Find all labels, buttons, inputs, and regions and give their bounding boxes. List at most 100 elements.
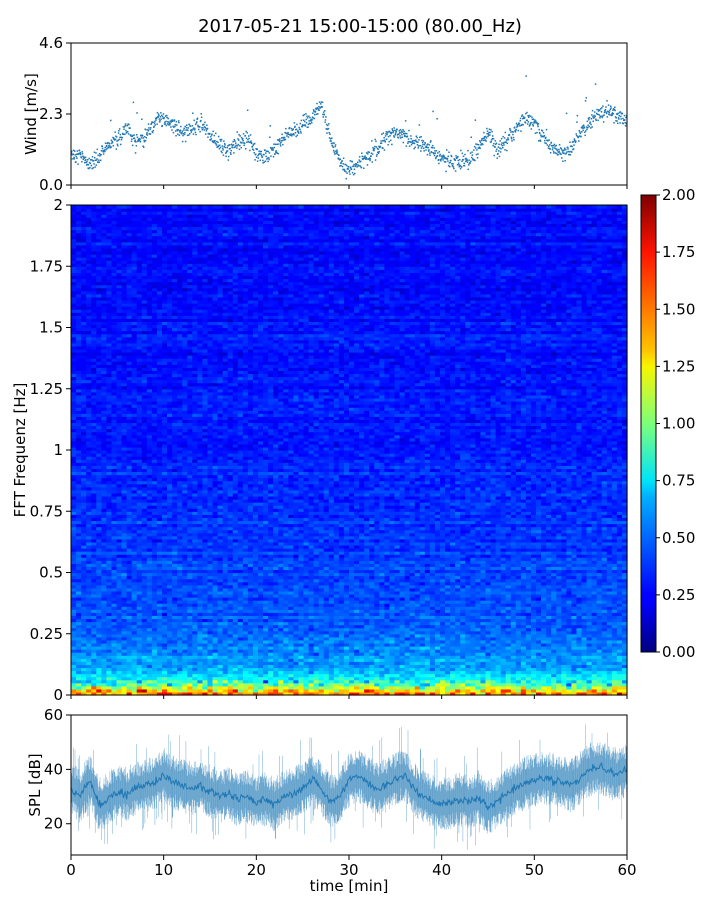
wind-point bbox=[160, 118, 162, 120]
wind-point bbox=[73, 157, 75, 159]
wind-point bbox=[616, 117, 618, 119]
wind-point bbox=[195, 124, 197, 126]
wind-point bbox=[581, 131, 583, 133]
wind-point bbox=[345, 171, 347, 173]
wind-point bbox=[80, 154, 82, 156]
wind-point bbox=[241, 147, 243, 149]
wind-point bbox=[227, 150, 229, 152]
wind-point bbox=[509, 128, 511, 129]
wind-point bbox=[497, 157, 499, 159]
wind-point bbox=[462, 159, 464, 161]
wind-point bbox=[374, 139, 376, 141]
wind-point bbox=[580, 133, 582, 135]
wind-point bbox=[476, 149, 478, 151]
wind-point bbox=[328, 128, 330, 129]
wind-point bbox=[453, 166, 455, 168]
wind-point bbox=[189, 124, 191, 126]
wind-point bbox=[127, 125, 129, 127]
wind-point bbox=[179, 135, 181, 137]
wind-point bbox=[491, 131, 493, 133]
wind-point bbox=[178, 122, 180, 124]
wind-point bbox=[288, 136, 290, 138]
wind-point bbox=[196, 121, 198, 123]
wind-point bbox=[141, 119, 143, 121]
wind-point bbox=[324, 121, 326, 123]
wind-point bbox=[120, 144, 122, 146]
wind-point bbox=[360, 165, 362, 167]
wind-point bbox=[579, 131, 581, 133]
wind-point bbox=[244, 143, 246, 145]
wind-point bbox=[343, 163, 345, 165]
wind-point bbox=[327, 125, 329, 127]
wind-point bbox=[148, 130, 150, 132]
wind-point bbox=[584, 127, 586, 129]
wind-point bbox=[262, 156, 264, 158]
wind-point bbox=[192, 113, 194, 115]
wind-point bbox=[323, 116, 325, 118]
wind-point bbox=[76, 156, 78, 158]
wind-point bbox=[542, 130, 544, 132]
wind-point bbox=[471, 151, 473, 153]
wind-point bbox=[538, 123, 540, 125]
wind-point bbox=[140, 141, 142, 143]
wind-point bbox=[394, 136, 396, 138]
wind-point bbox=[596, 109, 598, 111]
wind-point bbox=[569, 142, 571, 144]
wind-point bbox=[544, 135, 546, 137]
wind-point bbox=[74, 150, 76, 152]
wind-point bbox=[385, 141, 387, 143]
wind-point bbox=[610, 107, 612, 109]
wind-point bbox=[235, 142, 237, 144]
wind-point bbox=[447, 158, 449, 160]
wind-point bbox=[382, 148, 384, 150]
wind-point bbox=[222, 149, 224, 151]
wind-point bbox=[439, 154, 441, 156]
wind-point bbox=[432, 147, 434, 149]
wind-point bbox=[285, 128, 287, 129]
wind-point bbox=[380, 140, 382, 142]
wind-point bbox=[219, 139, 221, 141]
wind-point bbox=[425, 142, 427, 144]
wind-point bbox=[136, 134, 138, 136]
wind-point bbox=[489, 129, 491, 131]
wind-point bbox=[573, 141, 575, 143]
wind-point bbox=[105, 143, 107, 145]
wind-point bbox=[93, 167, 95, 169]
wind-point bbox=[359, 156, 361, 158]
wind-point bbox=[236, 147, 238, 149]
wind-point bbox=[197, 118, 199, 120]
wind-point bbox=[269, 152, 271, 154]
wind-point bbox=[210, 136, 212, 138]
wind-point bbox=[106, 145, 108, 147]
wind-point bbox=[192, 125, 194, 127]
wind-point bbox=[104, 151, 106, 153]
wind-point bbox=[174, 126, 176, 128]
wind-point bbox=[525, 122, 527, 124]
wind-point bbox=[498, 144, 500, 146]
wind-point bbox=[520, 130, 522, 132]
wind-point bbox=[501, 138, 503, 140]
wind-point bbox=[304, 114, 306, 116]
wind-point bbox=[431, 152, 433, 154]
wind-point bbox=[90, 163, 92, 165]
wind-point bbox=[228, 159, 230, 161]
wind-point bbox=[398, 137, 400, 139]
wind-point bbox=[361, 153, 363, 155]
wind-point bbox=[462, 153, 464, 155]
wind-point bbox=[334, 153, 336, 155]
wind-point bbox=[496, 143, 498, 145]
wind-point bbox=[85, 157, 87, 159]
wind-point bbox=[137, 137, 139, 139]
wind-point bbox=[362, 156, 364, 158]
wind-point bbox=[177, 134, 179, 136]
wind-point bbox=[195, 132, 197, 134]
wind-point bbox=[567, 148, 569, 150]
wind-point bbox=[458, 160, 460, 162]
wind-point bbox=[511, 138, 513, 140]
wind-point bbox=[480, 141, 482, 143]
wind-point bbox=[498, 146, 500, 148]
wind-point bbox=[357, 162, 359, 164]
spectrogram-cells bbox=[71, 205, 628, 696]
wind-point bbox=[478, 144, 480, 146]
